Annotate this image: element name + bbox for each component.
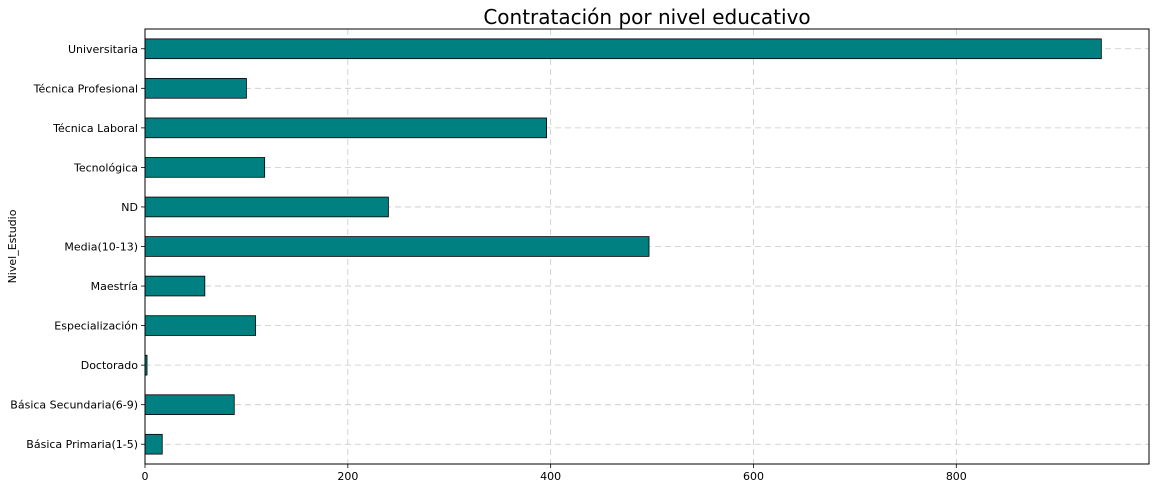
x-tick-label: 400 [540, 470, 561, 483]
y-tick-label: Básica Primaria(1-5) [26, 438, 138, 451]
y-axis-label: Nivel_Estudio [6, 209, 19, 283]
bar [144, 394, 235, 415]
bar [144, 315, 256, 336]
y-tick-label: Doctorado [81, 359, 139, 372]
y-tick-label: Maestría [91, 280, 138, 293]
bar [144, 117, 548, 139]
x-tick-label: 800 [946, 470, 967, 483]
y-tick-label: Técnica Profesional [33, 82, 138, 95]
y-tick-label: Universitaria [68, 43, 138, 56]
bar-layer [144, 38, 1102, 455]
x-tick-label: 600 [743, 470, 764, 483]
plot-frame [144, 28, 1150, 465]
y-tick-label: ND [121, 201, 138, 214]
x-tick-label: 200 [337, 470, 358, 483]
bar [144, 78, 247, 99]
bar [144, 157, 266, 178]
x-tick-label: 0 [142, 470, 149, 483]
y-tick-label: Tecnológica [73, 161, 138, 174]
chart-title: Contratación por nivel educativo [483, 5, 810, 29]
y-tick-label: Media(10-13) [64, 241, 138, 254]
y-tick-label: Técnica Laboral [52, 122, 138, 135]
bar [144, 275, 206, 297]
tick-layer: 0 200 400 600 800 Universitaria Técnica Profes… [10, 43, 967, 483]
bar [144, 433, 163, 455]
bar [144, 38, 1102, 60]
y-tick-label: Especialización [54, 320, 138, 333]
bar [144, 236, 650, 257]
bar [144, 196, 389, 218]
y-tick-label: Básica Secundaria(6-9) [10, 399, 138, 412]
